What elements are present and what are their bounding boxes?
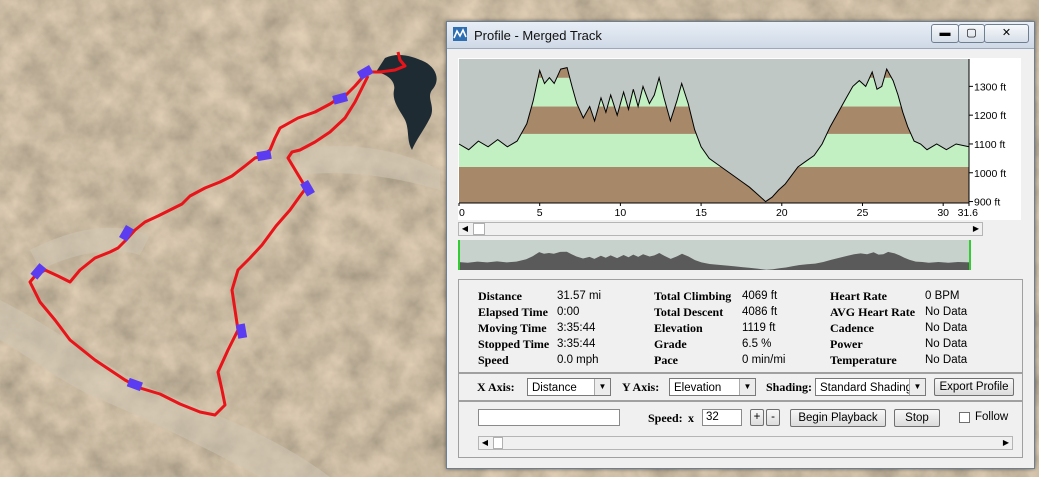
- x-tick-label: 0: [459, 207, 465, 219]
- begin-playback-button[interactable]: Begin Playback: [790, 409, 886, 427]
- chevron-down-icon: ▼: [909, 379, 925, 395]
- elevation-line: [458, 67, 970, 203]
- window-title: Profile - Merged Track: [474, 28, 602, 43]
- minimize-button[interactable]: ▬: [931, 24, 959, 43]
- follow-checkbox[interactable]: [959, 412, 970, 423]
- close-icon: ✕: [1001, 27, 1012, 39]
- x-axis-label: X Axis:: [477, 380, 515, 394]
- stop-button[interactable]: Stop: [894, 409, 940, 427]
- x-tick-label: 31.6: [958, 207, 979, 219]
- scroll-right-icon[interactable]: ▶: [1002, 438, 1010, 447]
- stat-label-heart-rate: Heart Rate: [830, 289, 887, 303]
- playback-status-field[interactable]: [478, 409, 620, 426]
- stat-label-elapsed-time: Elapsed Time: [478, 305, 548, 319]
- profile-window: Profile - Merged Track ▬ ▢ ✕ 1300 ft 1200…: [446, 21, 1035, 469]
- x-tick-label: 20: [776, 207, 788, 219]
- speed-multiplier-label: x: [688, 411, 694, 425]
- stat-value-grade: 6.5 %: [742, 338, 772, 350]
- stat-label-stopped-time: Stopped Time: [478, 337, 550, 351]
- y-axis-label: Y Axis:: [622, 380, 660, 394]
- stat-value-avg-heart-rate: No Data: [925, 306, 968, 318]
- stat-value-total-climbing: 4069 ft: [742, 290, 778, 302]
- speed-input[interactable]: 32: [702, 409, 742, 426]
- export-profile-button[interactable]: Export Profile: [934, 378, 1014, 396]
- chart-scrollbar[interactable]: ◀ ▶: [458, 222, 983, 236]
- minimize-icon: ▬: [939, 27, 951, 39]
- stat-value-stopped-time: 3:35:44: [557, 338, 596, 350]
- shading-value: Standard Shading: [820, 382, 913, 394]
- playback-scrollbar[interactable]: ◀ ▶: [478, 436, 1013, 450]
- speed-label: Speed:: [648, 411, 683, 425]
- speed-increase-button[interactable]: +: [750, 409, 764, 426]
- scroll-left-icon[interactable]: ◀: [481, 438, 489, 447]
- stat-label-total-climbing: Total Climbing: [654, 289, 732, 303]
- stat-value-distance: 31.57 mi: [557, 290, 602, 302]
- y-tick-label: 1000 ft: [974, 168, 1006, 180]
- stat-value-temperature: No Data: [925, 354, 968, 366]
- playback-scroll-thumb[interactable]: [493, 437, 503, 449]
- scroll-thumb[interactable]: [473, 223, 485, 235]
- x-tick-label: 15: [695, 207, 707, 219]
- profile-app-icon: [453, 27, 467, 41]
- overview-chart[interactable]: [458, 240, 971, 270]
- scroll-left-icon[interactable]: ◀: [461, 224, 469, 233]
- stat-label-speed: Speed: [478, 353, 509, 367]
- x-axis-select[interactable]: Distance ▼: [527, 378, 611, 396]
- elevation-profile-chart[interactable]: 1300 ft 1200 ft 1100 ft 1000 ft 900 ft 0 5 10 15…: [458, 58, 1021, 220]
- x-tick-label: 10: [615, 207, 627, 219]
- maximize-icon: ▢: [966, 27, 977, 39]
- axis-controls-panel: X Axis: Distance ▼ Y Axis: Elevation ▼ S…: [458, 373, 1023, 401]
- stat-value-elapsed-time: 0:00: [557, 306, 580, 318]
- stat-value-heart-rate: 0 BPM: [925, 290, 960, 302]
- y-tick-label: 1100 ft: [974, 139, 1005, 151]
- stat-value-speed: 0.0 mph: [557, 354, 599, 366]
- stat-label-distance: Distance: [478, 289, 522, 303]
- playback-panel: Speed: x 32 + - Begin Playback Stop Foll…: [458, 401, 1023, 458]
- valley-floors: [0, 146, 440, 477]
- shading-label: Shading:: [766, 380, 813, 394]
- stat-value-moving-time: 3:35:44: [557, 322, 596, 334]
- stat-label-power: Power: [830, 337, 863, 351]
- stat-label-moving-time: Moving Time: [478, 321, 547, 335]
- stat-value-pace: 0 min/mi: [742, 354, 786, 366]
- y-tick-label: 1300 ft: [974, 81, 1006, 93]
- x-axis-value: Distance: [532, 382, 577, 394]
- stat-label-cadence: Cadence: [830, 321, 874, 335]
- chevron-down-icon: ▼: [594, 379, 610, 395]
- stat-value-cadence: No Data: [925, 322, 968, 334]
- scroll-right-icon[interactable]: ▶: [972, 224, 980, 233]
- overview-profile: [458, 251, 971, 270]
- stat-value-elevation: 1119 ft: [742, 322, 776, 334]
- y-axis-value: Elevation: [674, 382, 722, 394]
- title-bar[interactable]: Profile - Merged Track ▬ ▢ ✕: [447, 22, 1034, 49]
- chevron-down-icon: ▼: [739, 379, 755, 395]
- stat-label-grade: Grade: [654, 337, 687, 351]
- lake: [376, 55, 437, 150]
- stat-value-power: No Data: [925, 338, 968, 350]
- y-axis-select[interactable]: Elevation ▼: [669, 378, 756, 396]
- stat-value-total-descent: 4086 ft: [742, 306, 778, 318]
- shading-band: [459, 167, 969, 203]
- stat-label-pace: Pace: [654, 353, 678, 367]
- stats-panel: Distance 31.57 mi Elapsed Time 0:00 Movi…: [458, 279, 1023, 373]
- maximize-button[interactable]: ▢: [958, 24, 985, 43]
- direction-markers: [30, 65, 374, 392]
- follow-label: Follow: [975, 411, 1009, 423]
- y-tick-label: 1200 ft: [974, 110, 1006, 122]
- close-button[interactable]: ✕: [984, 24, 1029, 43]
- shading-select[interactable]: Standard Shading ▼: [815, 378, 926, 396]
- stat-label-total-descent: Total Descent: [654, 305, 724, 319]
- y-tick-label: 900 ft: [974, 197, 1000, 209]
- stat-label-elevation: Elevation: [654, 321, 703, 335]
- stat-label-avg-heart-rate: AVG Heart Rate: [830, 305, 916, 319]
- gps-track: [28, 51, 407, 417]
- stat-label-temperature: Temperature: [830, 353, 897, 367]
- x-tick-label: 25: [857, 207, 869, 219]
- x-tick-label: 5: [537, 207, 543, 219]
- speed-decrease-button[interactable]: -: [766, 409, 780, 426]
- x-tick-label: 30: [937, 207, 949, 219]
